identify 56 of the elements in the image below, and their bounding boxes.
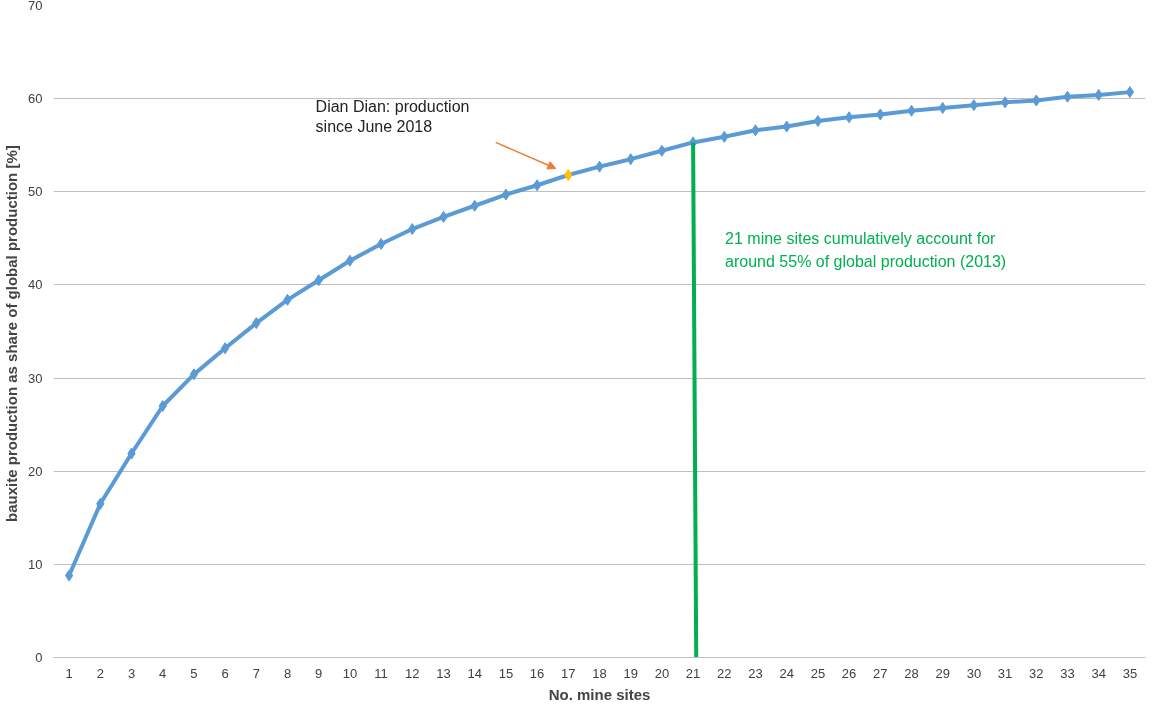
- x-tick-label: 23: [748, 665, 763, 681]
- x-tick-label: 26: [841, 665, 857, 681]
- x-tick-label: 30: [966, 665, 982, 681]
- y-tick-label: 60: [28, 91, 43, 107]
- point: [220, 342, 230, 355]
- x-tick-label: 1: [65, 665, 73, 681]
- x-tick-label: 11: [374, 665, 388, 681]
- x-tick-label: 20: [654, 665, 670, 681]
- y-tick-label: 20: [28, 463, 43, 479]
- point: [501, 188, 511, 201]
- x-tick-label: 29: [935, 665, 950, 681]
- x-tick-label: 19: [623, 665, 638, 681]
- x-tick-label: 35: [1122, 665, 1138, 681]
- y-tick-label: 70: [28, 0, 43, 13]
- y-axis-title: bauxite production as share of global production [%]: [3, 145, 21, 522]
- x-tick-label: 9: [315, 665, 323, 681]
- x-tick-label: 27: [873, 665, 888, 681]
- x-tick-label: 14: [467, 665, 482, 681]
- x-tick-label: 4: [159, 665, 167, 681]
- annotation: 21 mine sites cumulatively account for around 55% of global production (2013): [725, 229, 1007, 271]
- annotation: Dian Dian: production since June 2018: [315, 97, 470, 136]
- x-tick-label: 28: [904, 665, 919, 681]
- x-axis-title: No. mine sites: [548, 685, 651, 703]
- x-tick-label: 6: [221, 665, 229, 681]
- y-tick-label: 50: [28, 184, 43, 200]
- x-tick-label: 13: [436, 665, 451, 681]
- x-tick-label: 12: [405, 665, 420, 681]
- x-tick-label: 10: [342, 665, 358, 681]
- x-tick-label: 33: [1060, 665, 1075, 681]
- x-tick-label: 3: [127, 665, 136, 681]
- x-tick-label: 15: [498, 665, 514, 681]
- point: [189, 368, 199, 381]
- x-tick-label: 22: [717, 665, 732, 681]
- x-tick-label: 18: [592, 665, 607, 681]
- x-tick-label: 31: [997, 665, 1013, 681]
- x-tick-label: 17: [561, 665, 576, 681]
- y-tick-label: 30: [28, 370, 43, 386]
- y-tick-label: 40: [28, 277, 43, 293]
- x-tick-label: 25: [810, 665, 826, 681]
- x-tick-label: 34: [1091, 665, 1106, 681]
- x-tick-label: 8: [283, 665, 292, 681]
- y-tick-label: 10: [28, 556, 43, 572]
- x-tick-label: 32: [1029, 665, 1044, 681]
- point: [1125, 86, 1135, 99]
- point: [345, 254, 355, 267]
- point: [64, 569, 74, 582]
- point: [376, 237, 386, 250]
- x-tick-label: 5: [190, 665, 198, 681]
- point: [532, 179, 542, 192]
- point: [657, 144, 667, 157]
- x-tick-label: 21: [685, 665, 701, 681]
- y-tick-label: 0: [35, 650, 43, 665]
- x-tick-label: 7: [252, 665, 260, 681]
- x-tick-label: 16: [529, 665, 545, 681]
- x-tick-label: 24: [779, 665, 794, 681]
- x-tick-label: 2: [96, 665, 104, 681]
